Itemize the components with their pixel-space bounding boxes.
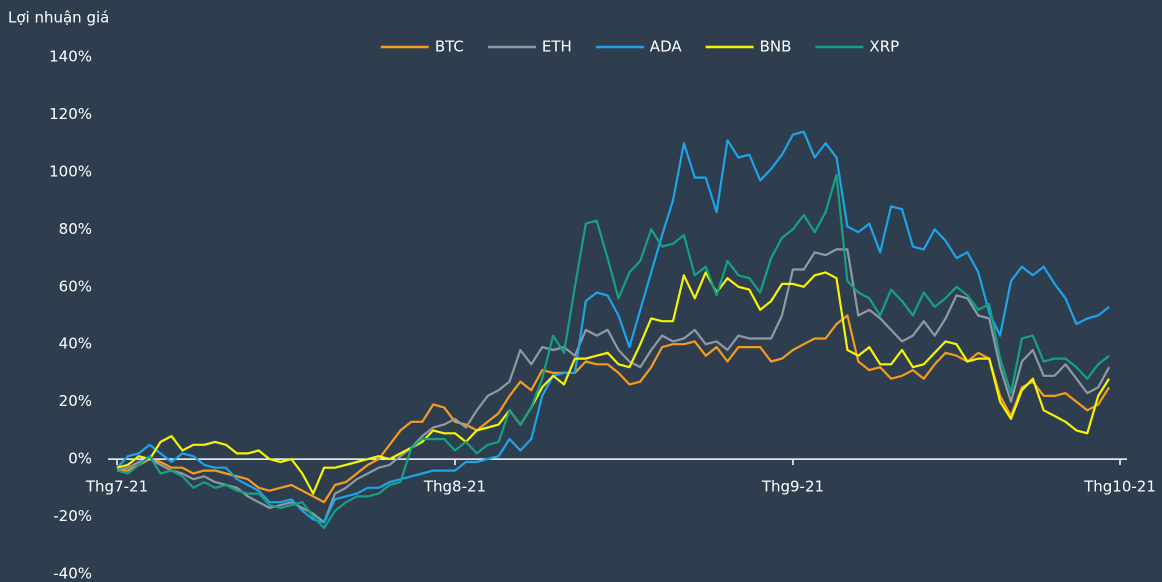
y-tick-label: -20%	[53, 507, 92, 525]
x-tick-label: Thg9-21	[761, 478, 824, 496]
y-tick-label: 100%	[49, 162, 92, 180]
y-tick-label: 80%	[59, 220, 92, 238]
y-axis-label: Lợi nhuận giá	[8, 9, 109, 27]
y-tick-label: 0%	[68, 450, 92, 468]
legend-label: BTC	[435, 38, 464, 56]
series-line	[116, 130, 1110, 524]
legend-label: BNB	[760, 38, 792, 56]
series-line	[117, 314, 1111, 504]
series-line	[116, 248, 1111, 524]
y-tick-label: 120%	[49, 105, 92, 123]
legend: BTC ETH ADA BNB XRP	[380, 38, 899, 56]
series-line	[116, 271, 1111, 495]
legend-label: XRP	[869, 38, 899, 56]
y-tick-label: 20%	[59, 392, 92, 410]
legend-label: ETH	[542, 38, 572, 56]
legend-label: ADA	[650, 38, 683, 56]
x-tick-label: Thg10-21	[1083, 478, 1156, 496]
y-tick-label: 40%	[59, 335, 92, 353]
series-line	[116, 173, 1110, 530]
y-tick-label: -40%	[53, 565, 92, 582]
x-tick-label: Thg8-21	[423, 478, 486, 496]
y-tick-label: 140%	[49, 48, 92, 66]
y-tick-label: 60%	[59, 277, 92, 295]
x-tick-label: Thg7-21	[85, 478, 148, 496]
